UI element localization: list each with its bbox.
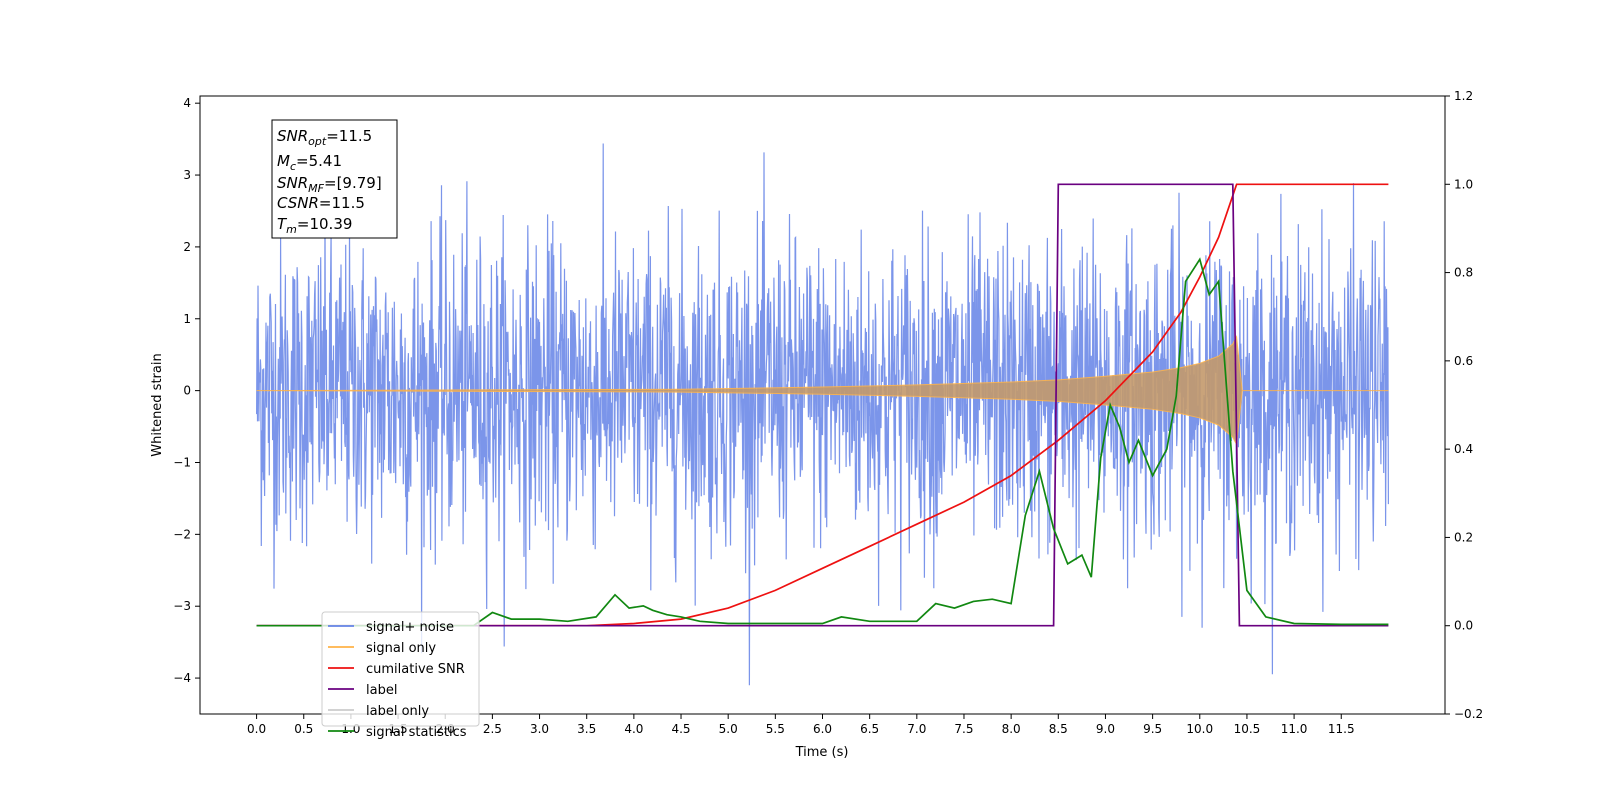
x-tick-label: 5.5 — [766, 722, 785, 736]
x-tick-label: 6.0 — [813, 722, 832, 736]
legend-label: cumilative SNR — [366, 662, 465, 677]
y-left-tick-label: 4 — [183, 96, 191, 110]
y-right-tick-label: 0.0 — [1454, 619, 1473, 633]
y-right-tick-label: 0.6 — [1454, 354, 1473, 368]
y-left-tick-label: −1 — [173, 455, 191, 469]
y-axis-right: −0.2 0.0 0.2 0.4 0.6 0.8 1.0 1.2 — [1445, 89, 1483, 721]
x-tick-label: 3.5 — [577, 722, 596, 736]
series-signal-statistics — [256, 257, 1389, 627]
y-axis-left: −4 −3 −2 −1 0 1 2 3 4 — [173, 96, 200, 685]
y-left-tick-label: 1 — [183, 312, 191, 326]
x-tick-label: 11.5 — [1328, 722, 1355, 736]
x-tick-label: 7.5 — [954, 722, 973, 736]
y-left-tick-label: 2 — [183, 240, 191, 254]
series-label — [256, 183, 1389, 627]
legend-label: signal only — [366, 641, 436, 656]
y-right-tick-label: −0.2 — [1454, 707, 1483, 721]
legend-label: signal+ noise — [366, 620, 454, 635]
legend-box — [321, 611, 480, 727]
x-tick-label: 2.5 — [483, 722, 502, 736]
y-right-tick-label: 1.0 — [1454, 177, 1473, 191]
x-tick-label: 10.0 — [1186, 722, 1213, 736]
y-left-tick-label: −4 — [173, 671, 191, 685]
x-tick-label: 6.5 — [860, 722, 879, 736]
series-signal-only — [256, 335, 1389, 447]
x-tick-label: 9.0 — [1096, 722, 1115, 736]
plot-area — [256, 143, 1389, 686]
x-tick-label: 0.0 — [247, 722, 266, 736]
x-tick-label: 11.0 — [1281, 722, 1308, 736]
y-right-tick-label: 0.4 — [1454, 442, 1473, 456]
annotation-tm: Tm=10.39 — [277, 215, 352, 236]
y-axis-left-label: Whitened strain — [150, 353, 165, 456]
annotation-snr-mf: SNRMF=[9.79] — [277, 174, 382, 195]
y-left-tick-label: −2 — [173, 527, 191, 541]
x-tick-label: 8.0 — [1002, 722, 1021, 736]
legend-label: label — [366, 683, 397, 698]
legend-label: label only — [366, 704, 429, 719]
x-tick-label: 9.5 — [1143, 722, 1162, 736]
x-tick-label: 10.5 — [1234, 722, 1261, 736]
x-tick-label: 8.5 — [1049, 722, 1068, 736]
annotation-box: SNRopt=11.5 Mc=5.41 SNRMF=[9.79] CSNR=11… — [271, 119, 398, 239]
annotation-mc: Mc=5.41 — [277, 152, 342, 173]
x-tick-label: 4.5 — [671, 722, 690, 736]
annotation-snr-opt: SNRopt=11.5 — [277, 127, 372, 148]
y-right-tick-label: 0.2 — [1454, 530, 1473, 544]
x-tick-label: 3.0 — [530, 722, 549, 736]
y-right-tick-label: 1.2 — [1454, 89, 1473, 103]
x-axis-label: Time (s) — [795, 745, 849, 760]
x-tick-label: 4.0 — [624, 722, 643, 736]
y-right-tick-label: 0.8 — [1454, 266, 1473, 280]
y-left-tick-label: 0 — [183, 384, 191, 398]
series-cumilative-snr — [256, 183, 1389, 627]
y-left-tick-label: −3 — [173, 599, 191, 613]
x-tick-label: 0.5 — [294, 722, 313, 736]
x-tick-label: 5.0 — [719, 722, 738, 736]
legend-label: signal statistics — [366, 725, 467, 740]
x-tick-label: 7.0 — [907, 722, 926, 736]
annotation-csnr: CSNR=11.5 — [277, 194, 365, 212]
y-left-tick-label: 3 — [183, 168, 191, 182]
series-signal-noise — [256, 143, 1389, 686]
legend: signal+ noise signal only cumilative SNR la… — [321, 611, 480, 740]
